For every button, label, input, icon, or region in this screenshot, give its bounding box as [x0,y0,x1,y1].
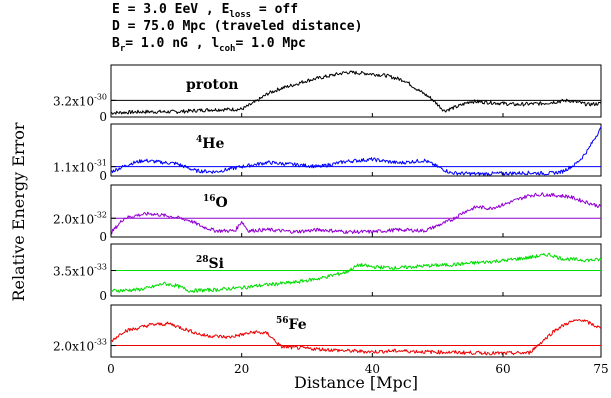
series-line [110,70,602,115]
series-label: 56Fe [276,316,307,333]
series-label: 16O [203,194,228,211]
panel-frame [110,123,602,177]
panel-frame [110,243,602,297]
x-tick-label: 40 [365,362,380,376]
y-tick-label: 3.5x10-33 [53,263,107,279]
series-line [110,252,602,293]
panel-3: 2.0x10-32 0 16O [53,184,602,244]
y-tick-label: 2.0x10-32 [53,210,107,226]
series-label: 4He [196,135,224,152]
y-axis-label: Relative Energy Error [9,122,28,301]
y-zero-label: 0 [99,289,107,303]
panels: 3.2x10-300proton1.1x10-3104He2.0x10-3201… [53,64,602,358]
series-line [110,319,602,356]
y-tick-label: 2.0x10-33 [53,338,107,354]
y-tick-label: 1.1x10-31 [53,159,107,175]
panel-frame [110,64,602,118]
y-zero-label: 0 [99,110,107,124]
header-line-1: E = 3.0 EeV , Eloss = off [112,2,298,20]
series-label: 28Si [196,255,224,272]
header-line-2: D = 75.0 Mpc (traveled distance) [112,19,362,34]
x-tick-label: 20 [234,362,249,376]
panel-frame [110,184,602,238]
x-axis-label: Distance [Mpc] [294,373,418,392]
panel-frame [110,304,602,358]
series-label: proton [186,77,239,93]
panel-4: 3.5x10-33 0 28Si [53,243,602,303]
series-line [110,192,602,235]
panel-5: 2.0x10-33 56Fe [53,304,602,358]
y-tick-label: 3.2x10-30 [53,92,107,108]
y-zero-label: 0 [99,230,107,244]
x-tick-label: 0 [107,362,115,376]
panel-2: 1.1x10-310 4He [53,123,602,183]
header-line-3: Br= 1.0 nG , lcoh= 1.0 Mpc [112,36,306,54]
panel-1: 3.2x10-30 0 proton [53,64,602,124]
x-axis: 0 20 40 60 75 [107,113,609,376]
x-tick-label: 75 [593,362,608,376]
series-line [110,126,602,176]
x-tick-label: 60 [495,362,510,376]
y-zero-label: 0 [99,169,107,183]
